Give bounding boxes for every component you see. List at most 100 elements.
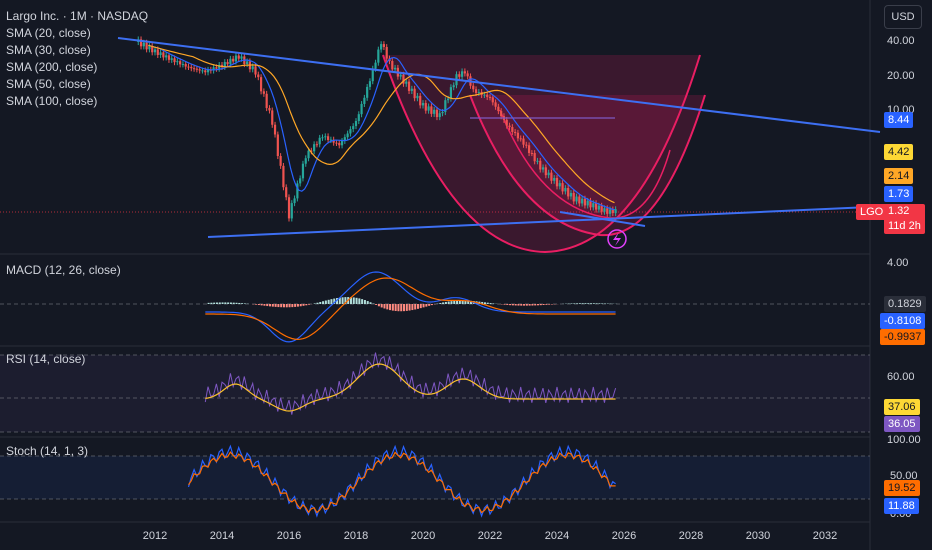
macd-histogram-bar xyxy=(266,304,269,307)
candle-body xyxy=(215,67,218,69)
candle-body xyxy=(259,77,263,92)
candle-body xyxy=(435,109,439,118)
candle-body xyxy=(458,74,461,77)
candle-body xyxy=(553,177,556,181)
candle-body xyxy=(206,69,210,73)
macd-histogram-bar xyxy=(422,304,425,308)
macd-histogram-bar xyxy=(344,297,347,304)
macd-histogram-bar xyxy=(391,304,394,311)
candle-body xyxy=(533,153,536,162)
candle-body xyxy=(173,58,176,63)
candle-body xyxy=(335,142,338,144)
sma-50-line xyxy=(148,44,615,204)
candle-body xyxy=(268,108,271,111)
sma-20-label: SMA (20, close) xyxy=(6,26,91,40)
candle-body xyxy=(190,66,193,69)
candle-body xyxy=(318,137,321,145)
stoch-k-tag: 11.88 xyxy=(884,498,919,514)
macd-histogram-bar xyxy=(358,298,361,304)
macd-histogram-bar xyxy=(590,303,593,304)
candle-body xyxy=(377,49,380,63)
candle-body xyxy=(290,203,293,219)
candle-body xyxy=(589,200,592,208)
candle-body xyxy=(139,39,143,47)
macd-histogram-bar xyxy=(537,304,540,306)
macd-histogram-bar xyxy=(587,303,590,304)
macd-title: MACD (12, 26, close) xyxy=(6,263,121,277)
macd-histogram-bar xyxy=(207,302,210,304)
candle-body xyxy=(176,61,179,63)
candle-body xyxy=(204,70,207,73)
candle-body xyxy=(558,183,561,187)
candle-body xyxy=(505,119,508,126)
x-tick-2012: 2012 xyxy=(142,530,168,542)
macd-histogram-bar xyxy=(255,304,258,305)
macd-histogram-bar xyxy=(352,297,355,304)
candle-body xyxy=(360,103,363,115)
macd-line xyxy=(205,271,616,343)
candle-body xyxy=(494,102,497,107)
macd-line-tag: -0.8108 xyxy=(880,313,926,329)
macd-histogram-bar xyxy=(523,304,526,306)
sma-50-label: SMA (50, close) xyxy=(6,77,91,91)
x-tick-2014: 2014 xyxy=(209,530,235,542)
candle-body xyxy=(488,96,492,98)
candle-body xyxy=(324,136,327,138)
macd-histogram-bar xyxy=(380,304,383,308)
candle-body xyxy=(438,113,441,118)
candle-body xyxy=(279,156,282,166)
macd-histogram-bar xyxy=(243,303,246,304)
chart-legend: Largo Inc. · 1M · NASDAQ SMA (20, close)… xyxy=(6,8,148,110)
macd-histogram-bar xyxy=(576,303,579,304)
macd-histogram-bar xyxy=(456,300,459,304)
macd-histogram-bar xyxy=(467,300,470,304)
macd-histogram-bar xyxy=(341,297,344,304)
candle-body xyxy=(516,132,520,139)
x-tick-2022: 2022 xyxy=(477,530,503,542)
candle-body xyxy=(497,106,500,112)
candle-body xyxy=(460,71,464,77)
macd-histogram-bar xyxy=(425,304,428,307)
candle-body xyxy=(539,160,542,170)
macd-histogram-bar xyxy=(481,301,484,304)
candle-body xyxy=(514,131,517,133)
macd-histogram-bar xyxy=(601,303,604,304)
rsi-value-tag: 36.05 xyxy=(884,416,920,432)
flash-marker-icon xyxy=(607,229,627,249)
candle-body xyxy=(407,81,411,91)
lower-trendline xyxy=(207,206,871,238)
candle-body xyxy=(416,95,419,99)
currency-button[interactable]: USD xyxy=(884,5,922,29)
macd-histogram-bar xyxy=(269,304,272,307)
candle-body xyxy=(410,88,413,91)
candle-body xyxy=(575,196,578,202)
price-tick-40: 40.00 xyxy=(887,35,915,47)
macd-histogram-bar xyxy=(316,302,319,304)
macd-histogram-bar xyxy=(294,304,297,307)
macd-histogram-bar xyxy=(400,304,403,312)
candle-body xyxy=(527,145,531,153)
candle-body xyxy=(525,144,528,146)
macd-histogram-bar xyxy=(461,300,464,304)
macd-histogram-bar xyxy=(271,304,274,307)
macd-histogram-bar xyxy=(221,302,224,304)
candle-body xyxy=(254,66,257,75)
macd-histogram-bar xyxy=(483,302,486,304)
chart-title: Largo Inc. · 1M · NASDAQ xyxy=(6,9,149,23)
candle-body xyxy=(262,91,265,94)
candle-body xyxy=(385,46,388,59)
macd-histogram-bar xyxy=(349,297,352,304)
macd-histogram-bar xyxy=(531,304,534,306)
macd-histogram-bar xyxy=(215,302,218,304)
macd-histogram-bar xyxy=(464,300,467,304)
macd-histogram-bar xyxy=(545,304,548,305)
candle-body xyxy=(393,67,397,70)
candle-body xyxy=(477,91,480,93)
candle-body xyxy=(581,198,584,204)
macd-histogram-bar xyxy=(299,304,302,307)
candle-body xyxy=(304,158,307,164)
candle-body xyxy=(329,139,332,141)
candle-body xyxy=(530,152,533,154)
candle-body xyxy=(265,93,268,109)
